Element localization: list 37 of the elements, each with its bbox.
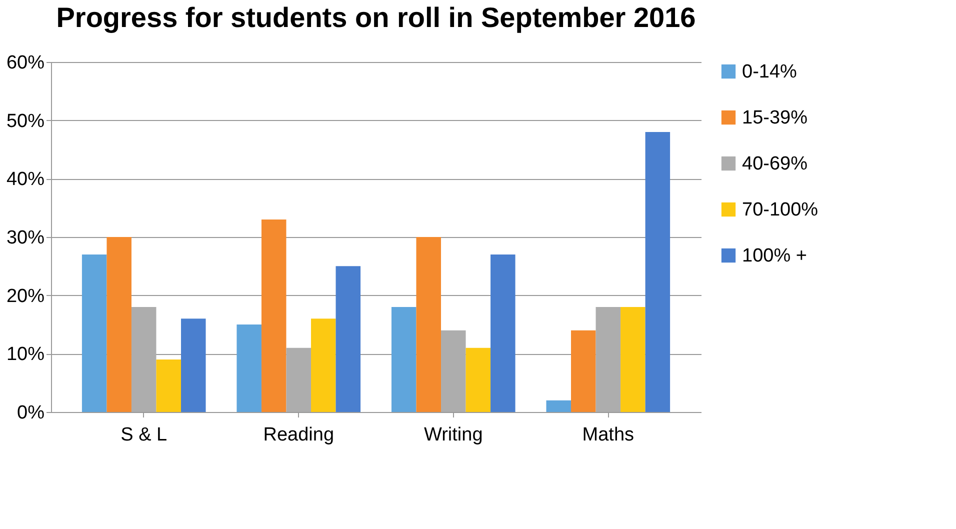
bar	[131, 307, 156, 412]
bar	[82, 254, 107, 412]
bar	[311, 318, 336, 412]
x-tick-label: Maths	[582, 424, 634, 446]
chart-title: Progress for students on roll in September 2016	[56, 2, 696, 33]
legend-label: 40-69%	[742, 154, 808, 174]
bar	[236, 324, 262, 412]
y-tick-label: 20%	[6, 286, 45, 307]
y-tick-label: 10%	[6, 344, 45, 366]
legend-label: 15-39%	[742, 108, 808, 128]
bar	[416, 237, 441, 412]
bar	[571, 330, 596, 412]
bar	[645, 132, 670, 412]
bar	[106, 237, 132, 412]
x-tick-label: S & L	[120, 424, 168, 446]
legend-label: 100% +	[742, 246, 807, 266]
bar	[620, 307, 646, 412]
bar	[181, 318, 206, 412]
bar	[490, 254, 516, 412]
y-tick-label: 40%	[6, 169, 45, 190]
bar	[441, 330, 466, 412]
legend-label: 70-100%	[742, 200, 818, 220]
y-tick-label: 30%	[6, 228, 45, 248]
bar	[156, 360, 181, 412]
y-tick-label: 60%	[6, 52, 45, 74]
x-tick-label: Writing	[424, 424, 483, 446]
bar	[466, 348, 491, 412]
bar	[261, 220, 286, 412]
bar	[391, 307, 416, 412]
x-tick-label: Reading	[263, 424, 334, 446]
legend-label: 0-14%	[742, 62, 798, 82]
y-tick-label: 0%	[17, 402, 45, 424]
y-tick-label: 50%	[6, 110, 45, 132]
bar	[286, 348, 311, 412]
bar	[336, 266, 361, 412]
bar	[596, 307, 621, 412]
bar	[546, 400, 571, 412]
